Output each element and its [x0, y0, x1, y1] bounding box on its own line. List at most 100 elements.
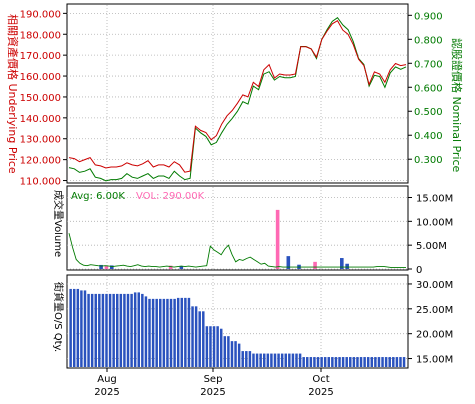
warrant-price-line — [68, 17, 407, 182]
os-qty-bar — [392, 357, 395, 367]
os-qty-bar — [277, 353, 280, 367]
os-qty-bar — [162, 298, 166, 367]
os-qty-bar — [176, 297, 180, 367]
os-qty-bar — [119, 293, 123, 367]
os-qty-bar — [309, 357, 313, 367]
os-qty-bar — [349, 357, 352, 367]
os-qty-bar — [116, 293, 119, 367]
os-qty-bar — [370, 357, 374, 367]
os-qty-bar — [230, 341, 234, 367]
os-qty-bar — [151, 298, 155, 367]
os-qty-bar — [291, 353, 295, 367]
x-month-label: Aug — [97, 374, 117, 385]
os-qty-bar — [320, 357, 323, 367]
left-tick-label: 190.000 — [20, 9, 61, 20]
os-qty-bar — [273, 353, 277, 367]
os-qty-bar — [399, 357, 402, 367]
left-tick-label: 120.000 — [20, 156, 61, 167]
os-qty-bar — [363, 357, 366, 367]
os-qty-bar — [248, 351, 252, 367]
os-qty-bar — [205, 326, 209, 367]
right-tick-label: 0.800 — [414, 35, 443, 46]
os-tick-label: 25.00M — [416, 305, 453, 316]
left-tick-label: 110.000 — [20, 177, 61, 188]
os-qty-bar — [76, 288, 80, 367]
os-qty-ticks: 30.00M 25.00M 20.00M 15.00M — [408, 280, 453, 366]
os-qty-bar — [266, 353, 270, 367]
x-month-label: Sep — [204, 374, 223, 385]
os-qty-bar — [377, 357, 381, 367]
os-qty-bar — [388, 357, 391, 367]
left-axis-title: 相關資產價格 Underlying Price — [6, 14, 20, 174]
volume-bar — [168, 265, 173, 269]
right-tick-label: 0.700 — [414, 59, 443, 70]
os-qty-bar — [288, 353, 291, 367]
right-tick-label: 0.600 — [414, 83, 443, 94]
x-year-label: 2025 — [308, 387, 333, 398]
volume-tick-label: 10.00M — [416, 217, 453, 228]
os-qty-bar — [241, 351, 244, 367]
x-year-label: 2025 — [94, 387, 119, 398]
right-tick-label: 0.400 — [414, 131, 443, 142]
right-tick-label: 0.900 — [414, 11, 443, 22]
os-qty-bar — [148, 298, 151, 367]
os-qty-bar — [395, 357, 399, 367]
price-panel-frame — [66, 3, 409, 184]
os-qty-bar — [202, 311, 205, 367]
avg-volume-label: Avg: 6.00K — [71, 191, 125, 202]
volume-tick-label: 15.00M — [416, 193, 453, 204]
right-axis-title: 認股證價格 Nominal Price — [450, 38, 464, 173]
left-tick-label: 160.000 — [20, 72, 61, 83]
os-qty-bar — [219, 328, 223, 367]
right-tick-label: 0.500 — [414, 107, 443, 118]
os-qty-bar — [198, 311, 201, 367]
os-qty-bar — [191, 306, 194, 367]
volume-bar — [286, 256, 291, 269]
os-qty-bar — [223, 336, 227, 367]
os-qty-bar — [338, 357, 341, 367]
os-qty-bar — [141, 293, 144, 367]
left-tick-label: 130.000 — [20, 135, 61, 146]
os-qty-bar — [331, 357, 334, 367]
underlying-volume-line — [68, 233, 406, 269]
os-qty-bar — [316, 357, 320, 367]
volume-bar — [340, 258, 344, 269]
os-qty-bar — [252, 353, 255, 367]
os-qty-bar — [112, 293, 115, 367]
os-qty-bar — [105, 293, 108, 367]
os-tick-label: 15.00M — [416, 355, 453, 366]
left-tick-label: 150.000 — [20, 93, 61, 104]
os-qty-bar — [384, 357, 388, 367]
x-axis-ticks: Aug 2025 Sep 2025 Oct 2025 — [94, 368, 334, 398]
os-qty-bar — [356, 357, 359, 367]
volume-bar — [109, 265, 114, 269]
os-qty-bar — [69, 288, 72, 367]
os-qty-bar — [173, 298, 176, 367]
os-qty-bar — [159, 298, 162, 367]
volume-bar — [104, 266, 109, 269]
price-lines — [68, 17, 407, 182]
volume-ticks: 15.00M 10.00M 5.00M 0 — [408, 193, 453, 276]
left-tick-label: 140.000 — [20, 114, 61, 125]
os-qty-bar — [101, 293, 105, 367]
os-qty-bar — [98, 293, 101, 367]
os-qty-bar — [280, 353, 284, 367]
os-qty-bar — [72, 288, 76, 367]
os-qty-bar — [94, 293, 97, 367]
os-qty-bar — [144, 296, 148, 367]
os-qty-bar — [334, 357, 338, 367]
os-qty-bar — [306, 357, 309, 367]
os-qty-bar — [284, 353, 287, 367]
os-qty-bar — [166, 298, 169, 367]
os-qty-axis-title: 街貨量O/S Qty. — [52, 282, 65, 352]
os-qty-bar — [155, 298, 158, 367]
os-qty-bar — [323, 357, 327, 367]
x-month-label: Oct — [312, 374, 329, 385]
os-qty-bar — [227, 336, 230, 367]
os-qty-bar — [108, 293, 112, 367]
os-qty-bar — [237, 343, 241, 367]
os-qty-bar — [262, 353, 266, 367]
volume-bar — [313, 261, 317, 269]
os-qty-bar — [341, 357, 345, 367]
underlying-price-line — [68, 20, 407, 173]
